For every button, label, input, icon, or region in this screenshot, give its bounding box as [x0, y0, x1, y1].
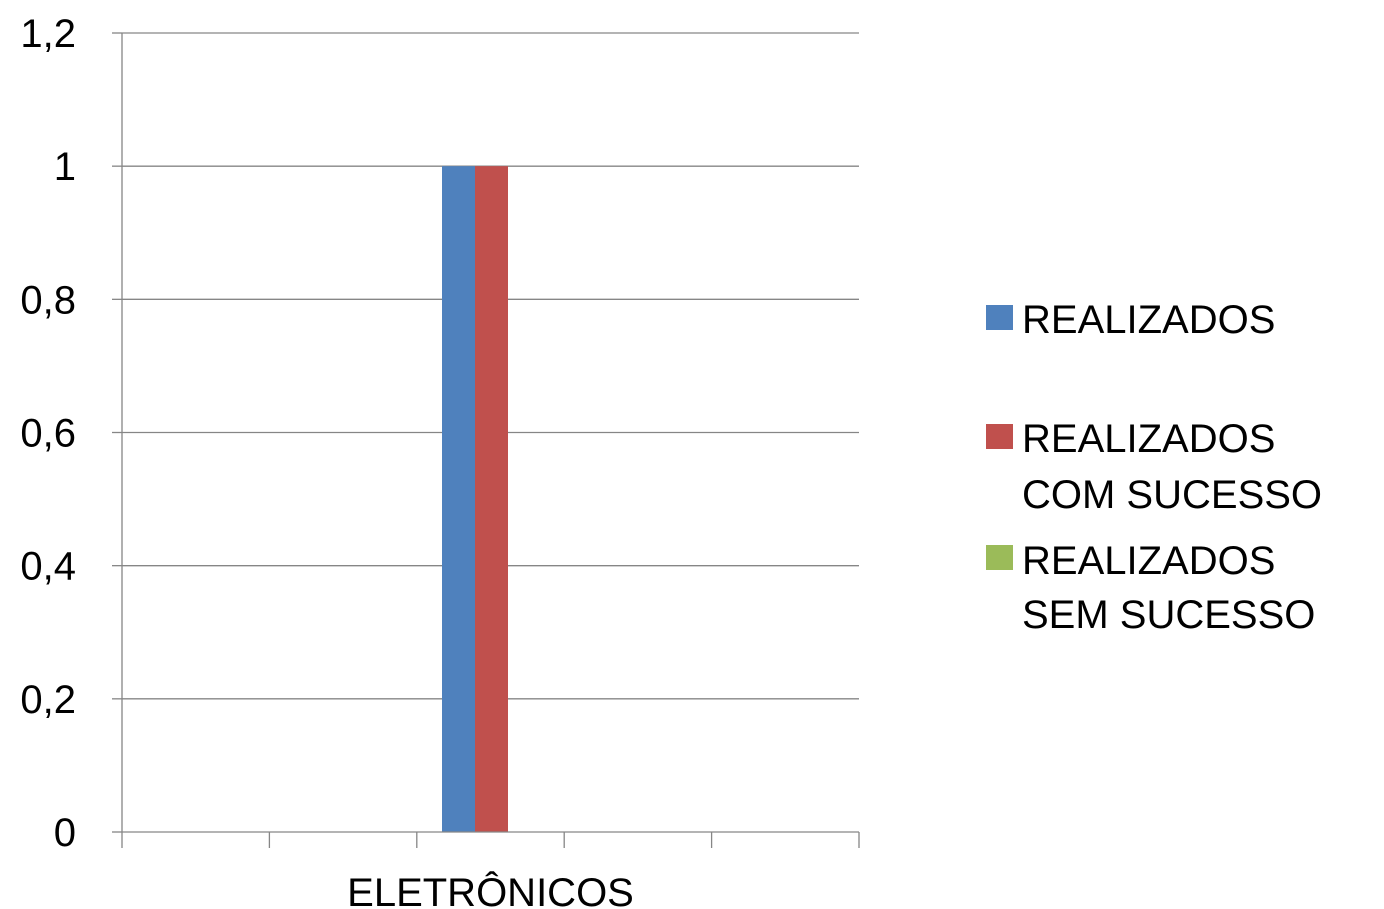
bar-1 — [442, 166, 475, 832]
legend-label: REALIZADOS — [1022, 417, 1275, 461]
axis-labels: 0 0,2 0,4 0,6 0,8 1 1,2 ELETRÔNICOS — [20, 12, 633, 909]
bars — [442, 166, 508, 832]
y-tick-label: 0 — [54, 811, 76, 855]
legend-label: REALIZADOS — [1022, 298, 1275, 342]
legend-swatch-3 — [986, 545, 1013, 570]
legend-swatch-2 — [986, 424, 1013, 449]
y-tick-label: 0,2 — [20, 678, 76, 722]
legend-label: SEM SUCESSO — [1022, 593, 1315, 637]
y-tick-label: 0,8 — [20, 278, 76, 322]
y-tick-label: 0,6 — [20, 412, 76, 456]
legend-label: REALIZADOS — [1022, 539, 1275, 583]
legend-swatch-1 — [986, 305, 1013, 330]
bar-2 — [475, 166, 508, 832]
x-category-label: ELETRÔNICOS — [347, 870, 634, 909]
y-tick-label: 0,4 — [20, 545, 76, 589]
legend: REALIZADOS REALIZADOS COM SUCESSO REALIZADO… — [986, 298, 1322, 637]
legend-label: COM SUCESSO — [1022, 473, 1322, 517]
y-tick-label: 1,2 — [20, 12, 76, 56]
y-tick-label: 1 — [54, 145, 76, 189]
